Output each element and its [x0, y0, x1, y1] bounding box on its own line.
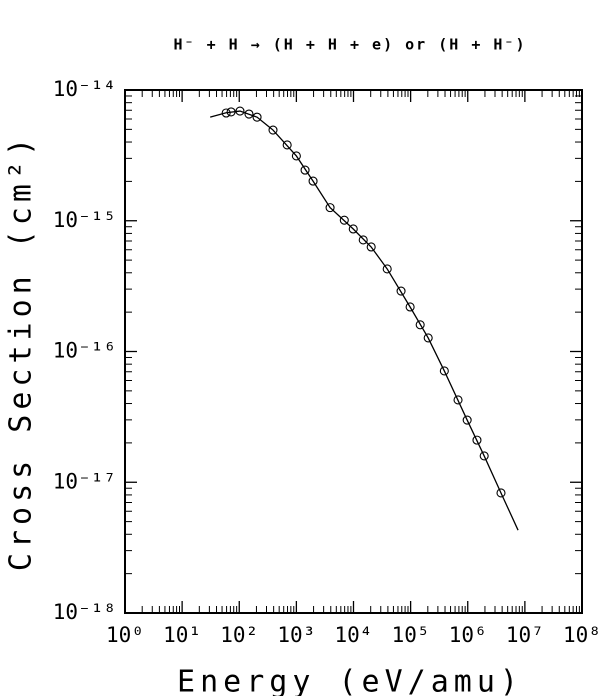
data-point — [396, 286, 406, 296]
data-point — [282, 140, 292, 150]
data-point — [339, 215, 349, 225]
y-tick-label: 10⁻¹⁷ — [53, 469, 116, 493]
x-tick-label: 10² — [220, 623, 258, 647]
data-point — [382, 264, 392, 274]
data-point — [479, 451, 489, 461]
data-point — [300, 165, 310, 175]
x-axis-title: Energy (eV/amu) — [177, 665, 523, 696]
x-tick-label: 10⁸ — [563, 623, 598, 647]
x-tick-label: 10⁵ — [392, 623, 430, 647]
chart-title: H⁻ + H → (H + H + e) or (H + H⁻) — [174, 36, 527, 54]
data-point — [325, 203, 335, 213]
data-point — [348, 224, 358, 234]
data-point — [496, 488, 506, 498]
fit-line — [210, 110, 519, 531]
x-tick-label: 10⁶ — [449, 623, 487, 647]
data-point — [308, 176, 318, 186]
data-point — [405, 302, 415, 312]
data-point — [366, 242, 376, 252]
data-point — [291, 151, 301, 161]
y-tick-label: 10⁻¹⁸ — [53, 600, 116, 624]
y-axis-title: Cross Section (cm²) — [4, 133, 39, 571]
y-tick-label: 10⁻¹⁴ — [53, 77, 116, 101]
x-tick-label: 10³ — [277, 623, 315, 647]
data-point — [423, 333, 433, 343]
y-tick-label: 10⁻¹⁵ — [53, 208, 116, 232]
x-tick-label: 10⁷ — [506, 623, 544, 647]
x-tick-label: 10⁰ — [106, 623, 144, 647]
data-point — [268, 125, 278, 135]
data-point — [252, 112, 262, 122]
x-tick-label: 10⁴ — [335, 623, 373, 647]
data-point — [244, 109, 254, 119]
data-point — [472, 435, 482, 445]
data-point — [462, 415, 472, 425]
data-point — [439, 366, 449, 376]
y-tick-label: 10⁻¹⁶ — [53, 339, 116, 363]
data-point — [221, 108, 231, 118]
data-point — [453, 395, 463, 405]
data-point — [358, 235, 368, 245]
x-tick-label: 10¹ — [163, 623, 201, 647]
data-point — [415, 320, 425, 330]
